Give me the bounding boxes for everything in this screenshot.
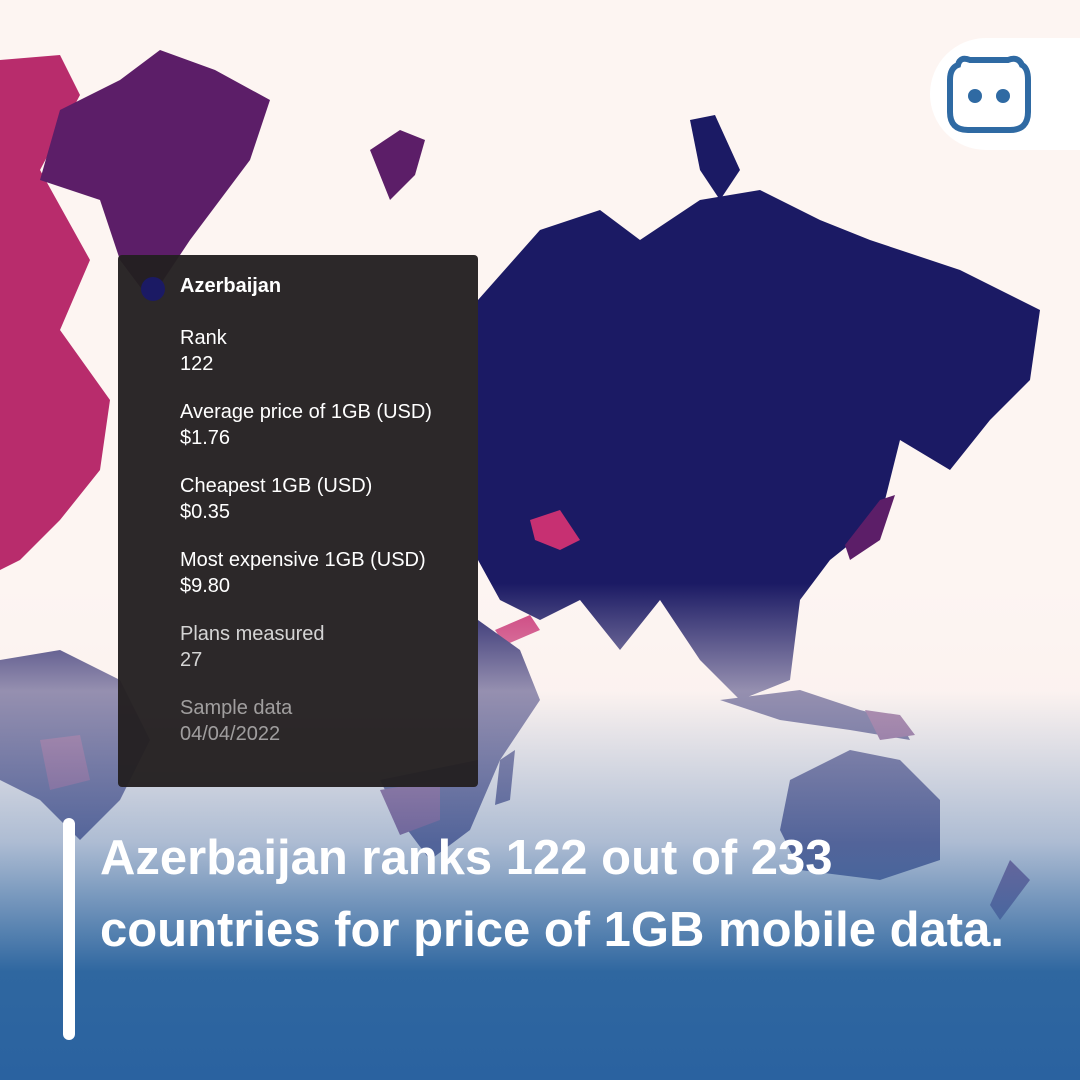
- headline: Azerbaijan ranks 122 out of 233 countrie…: [100, 831, 1004, 957]
- logo: [930, 38, 1080, 150]
- field-value: 04/04/2022: [180, 723, 281, 745]
- field-label: Plans measured: [180, 623, 325, 645]
- legend-dot: [141, 277, 165, 301]
- tooltip-field: Sample data 04/04/2022: [180, 695, 478, 747]
- field-value: $0.35: [180, 501, 231, 523]
- logo-face: [947, 55, 1031, 133]
- field-label: Most expensive 1GB (USD): [180, 549, 426, 571]
- field-value: 122: [180, 353, 214, 375]
- tooltip-field: Plans measured 27: [180, 621, 478, 673]
- tooltip-field: Cheapest 1GB (USD) $0.35: [180, 473, 478, 525]
- field-label: Rank: [180, 327, 227, 349]
- field-label: Cheapest 1GB (USD): [180, 475, 373, 497]
- accent-bar: [63, 818, 75, 1040]
- field-value: 27: [180, 649, 203, 671]
- field-label: Average price of 1GB (USD): [180, 401, 432, 423]
- tooltip-field: Average price of 1GB (USD) $1.76: [180, 399, 478, 451]
- field-value: $9.80: [180, 575, 231, 597]
- tooltip-field: Rank 122: [180, 325, 478, 377]
- logo-eye: [996, 89, 1010, 103]
- field-label: Sample data: [180, 697, 293, 719]
- logo-icon: [947, 55, 1031, 133]
- tooltip-field: Most expensive 1GB (USD) $9.80: [180, 547, 478, 599]
- tooltip-country: Azerbaijan: [180, 275, 282, 297]
- tooltip: Azerbaijan Rank 122 Average price of 1GB (…: [118, 255, 478, 787]
- logo-eye: [968, 89, 982, 103]
- field-value: $1.76: [180, 427, 231, 449]
